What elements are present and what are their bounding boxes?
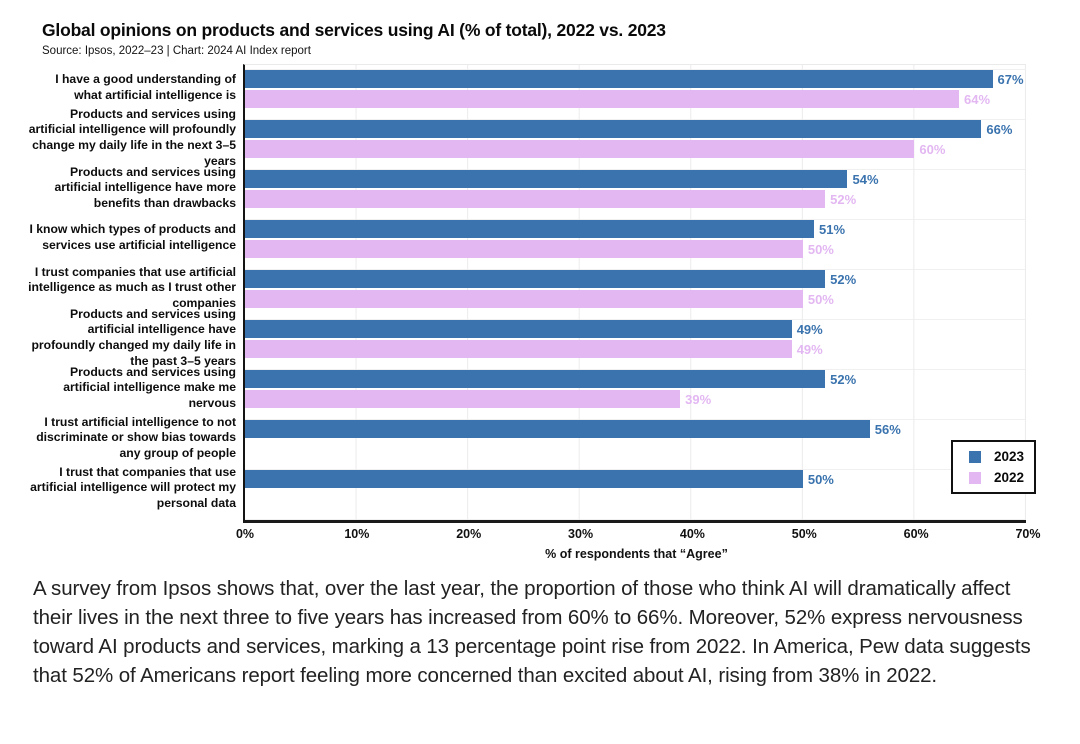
x-tick-label: 10%: [344, 527, 370, 541]
bar-slot-2022: [245, 490, 1026, 508]
value-label-2023: 54%: [852, 171, 879, 187]
bar-2022: [245, 90, 960, 108]
category-label: I trust that companies that use artifici…: [30, 464, 236, 510]
chart-title: Global opinions on products and services…: [42, 20, 666, 40]
bar-slot-2022: 60%: [245, 140, 1026, 158]
bar-group: 67% 64%: [245, 70, 1026, 120]
x-tick-label: 70%: [1015, 527, 1041, 541]
category-label: Products and services using artificial i…: [63, 364, 236, 410]
value-label-2022: 60%: [919, 141, 946, 157]
bar-slot-2023: 66%: [245, 120, 1026, 138]
x-tick-label: 60%: [903, 527, 929, 541]
bar-2023: [245, 470, 803, 488]
value-label-2023: 50%: [807, 471, 834, 487]
value-label-2023: 52%: [830, 371, 857, 387]
bar-group: 51% 50%: [245, 220, 1026, 270]
bar-group: 56%: [245, 420, 1026, 470]
legend-swatch-2023: [968, 450, 981, 463]
x-axis-ticks: 0% 10% 20% 30% 40% 50% 60% 70%: [236, 527, 1041, 544]
legend-item-2023: 2023: [968, 449, 1024, 464]
x-tick-label: 50%: [791, 527, 817, 541]
bar-slot-2023: 54%: [245, 170, 1026, 188]
legend-label-2022: 2022: [993, 470, 1024, 485]
value-label-2023: 52%: [830, 271, 857, 287]
category-label: Products and services using artificial i…: [28, 106, 236, 168]
category-label: I trust artificial intelligence to not d…: [36, 414, 236, 460]
value-label-2023: 67%: [997, 71, 1024, 87]
category-label: Products and services using artificial i…: [31, 306, 236, 368]
legend: 2023 2022: [950, 440, 1036, 494]
bar-2023: [245, 420, 870, 438]
plot-grid: I have a good understanding of what arti…: [0, 64, 1080, 523]
bar-chart: I have a good understanding of what arti…: [0, 64, 1080, 561]
category-label: I know which types of products and servi…: [29, 222, 236, 252]
bar-slot-2022: 49%: [245, 340, 1026, 358]
bar-slot-2023: 52%: [245, 370, 1026, 388]
bar-2023: [245, 220, 814, 238]
value-label-2023: 56%: [874, 421, 901, 437]
category-label: I have a good understanding of what arti…: [55, 72, 236, 102]
bar-2023: [245, 270, 826, 288]
x-tick-label: 0%: [235, 527, 255, 541]
bar-2023: [245, 70, 993, 88]
bar-slot-2022: [245, 440, 1026, 458]
bar-group: 50%: [245, 470, 1026, 520]
bar-2022: [245, 140, 915, 158]
value-label-2023: 49%: [796, 321, 823, 337]
chart-source: Source: Ipsos, 2022–23 | Chart: 2024 AI …: [42, 45, 311, 57]
value-label-2022: 50%: [807, 291, 834, 307]
value-label-2022: 52%: [830, 191, 857, 207]
bar-group: 49% 49%: [245, 320, 1026, 370]
value-label-2022: 39%: [685, 391, 712, 407]
bar-group: 54% 52%: [245, 170, 1026, 220]
value-label-2022: 49%: [796, 341, 823, 357]
bar-2023: [245, 170, 848, 188]
bar-slot-2023: 49%: [245, 320, 1026, 338]
x-tick-label: 20%: [456, 527, 482, 541]
bar-2022: [245, 290, 803, 308]
bar-2022: [245, 340, 792, 358]
bar-2023: [245, 120, 982, 138]
category-label: Products and services using artificial i…: [54, 164, 236, 210]
bar-slot-2022: 52%: [245, 190, 1026, 208]
value-label-2023: 51%: [819, 221, 846, 237]
bar-slot-2023: 51%: [245, 220, 1026, 238]
category-label: I trust companies that use artificial in…: [28, 264, 236, 310]
bar-slot-2023: 52%: [245, 270, 1026, 288]
legend-item-2022: 2022: [968, 470, 1024, 485]
chart-header: Global opinions on products and services…: [0, 0, 1080, 57]
bar-slot-2022: 50%: [245, 240, 1026, 258]
value-label-2022: 64%: [964, 91, 991, 107]
bar-2023: [245, 370, 826, 388]
bar-slot-2022: 50%: [245, 290, 1026, 308]
legend-label-2023: 2023: [993, 449, 1024, 464]
plot-area: 67% 64% 66% 60% 54% 52% 51% 50% 52% 50% 49% 49% 52% 3…: [243, 64, 1026, 523]
bar-2022: [245, 240, 803, 258]
legend-swatch-2022: [968, 471, 981, 484]
bar-slot-2022: 39%: [245, 390, 1026, 408]
bar-slot-2023: 67%: [245, 70, 1026, 88]
bar-2022: [245, 390, 681, 408]
x-tick-label: 30%: [568, 527, 594, 541]
bar-group: 52% 50%: [245, 270, 1026, 320]
bar-slot-2023: 56%: [245, 420, 1026, 438]
bar-2022: [245, 190, 826, 208]
bar-slot-2022: 64%: [245, 90, 1026, 108]
value-label-2023: 66%: [986, 121, 1013, 137]
x-tick-label: 40%: [679, 527, 705, 541]
caption-paragraph: A survey from Ipsos shows that, over the…: [33, 577, 1031, 688]
x-axis-title: % of respondents that “Agree”: [545, 547, 728, 561]
value-label-2022: 50%: [807, 241, 834, 257]
category-labels-column: I have a good understanding of what arti…: [0, 64, 243, 523]
bar-group: 66% 60%: [245, 120, 1026, 170]
bar-slot-2023: 50%: [245, 470, 1026, 488]
bar-2023: [245, 320, 792, 338]
bar-group: 52% 39%: [245, 370, 1026, 420]
